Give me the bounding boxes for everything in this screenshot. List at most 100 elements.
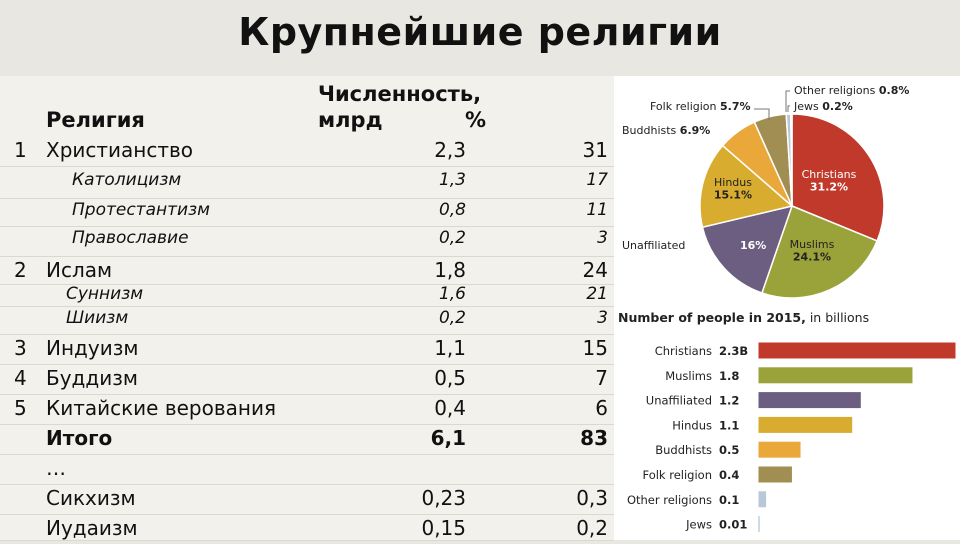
population-value: 0,8: [438, 200, 466, 220]
table-row: 3 Индуизм 1,1 15: [0, 334, 614, 365]
row-number: 4: [14, 366, 27, 390]
pie-value-unaffiliated: 16%: [740, 239, 766, 252]
pie-slice-muslims: [760, 205, 879, 299]
population-value: 1,3: [438, 170, 466, 190]
table-row: Итого 6,1 83: [0, 424, 614, 455]
bar-jews: [757, 515, 761, 534]
bar-buddhists: [757, 440, 802, 459]
pie-label-folk-religion: Folk religion 5.7%: [650, 100, 751, 113]
row-number: 2: [14, 258, 27, 282]
bar-chart: Number of people in 2015, in billions Chr…: [618, 310, 957, 534]
population-value: 1,1: [434, 336, 466, 360]
bar-category-muslims: Muslims: [665, 369, 712, 383]
population-value: 1,6: [438, 284, 466, 304]
population-value: 0,2: [438, 228, 466, 248]
population-value: 0,5: [434, 366, 466, 390]
pie-label-hindus: Hindus 15.1%: [714, 176, 752, 202]
percent-value: 17: [586, 170, 608, 190]
bar-unaffiliated: [757, 391, 862, 410]
religion-name: Православие: [72, 228, 189, 248]
population-value: 1,8: [434, 258, 466, 282]
percent-value: 3: [597, 308, 608, 328]
religion-name: Христианство: [46, 138, 194, 162]
percent-value: 0,3: [576, 486, 608, 510]
table-row: Православие 0,2 3: [0, 226, 614, 257]
pie-label-muslims: Muslims 24.1%: [790, 238, 835, 264]
religion-name: Протестантизм: [72, 200, 210, 220]
religion-name: Итого: [46, 426, 113, 450]
header-percent: %: [465, 108, 487, 132]
row-number: 5: [14, 396, 27, 420]
percent-value: 83: [580, 426, 608, 450]
percent-value: 7: [595, 366, 608, 390]
bar-value-label-christians: 2.3B: [719, 344, 748, 358]
bar-value-label-other-religions: 0.1: [719, 493, 739, 507]
percent-value: 11: [586, 200, 608, 220]
religion-name: Сикхизм: [46, 486, 136, 510]
population-value: 6,1: [430, 426, 466, 450]
percent-value: 15: [582, 336, 608, 360]
leader-line-folk-religion: [754, 108, 770, 120]
table-row: Иудаизм 0,15 0,2: [0, 514, 614, 541]
bar-category-buddhists: Buddhists: [655, 443, 712, 457]
population-value: 0,2: [438, 308, 466, 328]
religion-table: Религия Численность, млрд % 1 Христианств…: [0, 76, 614, 541]
percent-value: 6: [595, 396, 608, 420]
bar-value-label-hindus: 1.1: [719, 418, 739, 432]
bar-value-label-folk-religion: 0.4: [719, 468, 739, 482]
bar-other-religions: [757, 490, 768, 509]
bar-chart-title: Number of people in 2015, in billions: [618, 310, 869, 325]
table-row: 2 Ислам 1,8 24: [0, 256, 614, 285]
bar-muslims: [757, 366, 914, 385]
table-row: …: [0, 454, 614, 485]
table-row: Суннизм 1,6 21: [0, 282, 614, 307]
percent-value: 31: [582, 138, 608, 162]
header-count-line2: млрд: [318, 108, 383, 132]
table-row: 1 Христианство 2,3 31: [0, 136, 614, 167]
pie-slice-jews: [790, 113, 793, 207]
pie-label-christians: Christians 31.2%: [802, 168, 857, 194]
religion-name: Иудаизм: [46, 516, 138, 540]
religion-name: Католицизм: [72, 170, 182, 190]
population-value: 0,23: [421, 486, 466, 510]
religion-name: Китайские верования: [46, 396, 277, 420]
religion-name: Буддизм: [46, 366, 138, 390]
population-value: 2,3: [434, 138, 466, 162]
population-value: 0,4: [434, 396, 466, 420]
religion-name: Индуизм: [46, 336, 139, 360]
pie-label-other-religions: Other religions 0.8%: [794, 84, 909, 97]
bar-category-christians: Christians: [655, 344, 712, 358]
pie-label-unaffiliated: Unaffiliated: [622, 239, 685, 252]
bar-category-hindus: Hindus: [672, 418, 712, 432]
table-row: Шиизм 0,2 3: [0, 306, 614, 335]
bar-value-label-jews: 0.01: [719, 518, 747, 532]
religion-name: Шиизм: [66, 308, 129, 328]
population-value: 0,15: [421, 516, 466, 540]
pie-chart: Christians 31.2% Muslims 24.1% Hindus 15.1% Un…: [622, 84, 909, 299]
bar-hindus: [757, 415, 854, 434]
header-count-line1: Численность,: [318, 82, 482, 106]
row-number: 3: [14, 336, 27, 360]
row-number: 1: [14, 138, 27, 162]
table-row: 5 Китайские верования 0,4 6: [0, 394, 614, 425]
table-row: Католицизм 1,3 17: [0, 168, 614, 199]
table-row: Протестантизм 0,8 11: [0, 198, 614, 227]
percent-value: 21: [586, 284, 608, 304]
pie-slice-christians: [791, 113, 885, 242]
bar-value-label-muslims: 1.8: [719, 369, 739, 383]
page-title: Крупнейшие религии: [238, 10, 722, 54]
percent-value: 3: [597, 228, 608, 248]
header-religion: Религия: [46, 108, 145, 132]
leader-line-other-religions: [785, 90, 790, 112]
religion-name: Суннизм: [66, 284, 144, 304]
pie-slice-unaffiliated: [701, 204, 794, 294]
religion-name: Ислам: [46, 258, 113, 282]
bar-category-folk-religion: Folk religion: [642, 468, 712, 482]
percent-value: 0,2: [576, 516, 608, 540]
bar-category-other-religions: Other religions: [627, 493, 712, 507]
bar-chart-panel: Number of people in 2015, in billions Chr…: [614, 306, 960, 540]
percent-value: 24: [582, 258, 608, 282]
bar-folk-religion: [757, 465, 793, 484]
table-row: Сикхизм 0,23 0,3: [0, 484, 614, 515]
pie-label-buddhists: Buddhists 6.9%: [622, 124, 710, 137]
